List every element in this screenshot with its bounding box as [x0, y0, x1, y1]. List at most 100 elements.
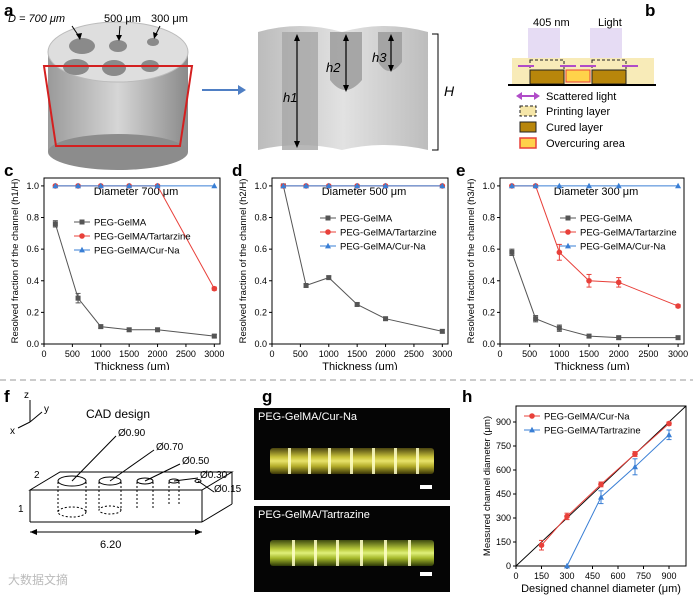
series-peg-gelma [509, 248, 681, 341]
y-tick-label: 0.6 [26, 244, 39, 254]
legend-marker [79, 233, 85, 239]
legend-marker [529, 413, 535, 419]
series-line [282, 185, 443, 332]
panel-label-b: b [645, 1, 655, 20]
legend-label: PEG-GelMA/Cur-Na [580, 242, 666, 253]
scale-bar [420, 485, 432, 489]
y-tick-label: 0.0 [26, 339, 39, 349]
x-tick-label: 3000 [668, 349, 688, 359]
data-point [586, 333, 592, 339]
series-line [54, 223, 215, 337]
legend-entry: PEG-GelMA/Cur-Na [524, 412, 630, 423]
dim-width: 2 [34, 470, 40, 481]
data-point [280, 182, 287, 189]
data-point [556, 249, 563, 256]
panel-label-e: e [456, 161, 465, 180]
chart-title: Diameter 300 μm [554, 186, 639, 198]
x-tick-label: 900 [661, 571, 676, 581]
legend-overcuring-area: Overcuring area [546, 138, 626, 150]
x-axis-label: Thickness (μm) [554, 361, 629, 370]
legend-marker [565, 242, 571, 249]
cad-title: CAD design [86, 407, 150, 421]
hole-500 [109, 40, 127, 52]
data-point [666, 431, 672, 438]
y-axis-label: Measured channel diameter (μm) [482, 416, 493, 556]
dim-0.30: Ø0.30 [200, 470, 228, 481]
data-point [211, 285, 218, 292]
axis-y-label: y [44, 404, 49, 415]
panel-label-h: h [462, 387, 472, 406]
chart-d: 0 500 1000 1500 2000 2500 3000 0.0 0.2 0.4 0.6 0.8 1… [238, 177, 452, 370]
series-peg-gelma-cur-na [280, 182, 446, 189]
y-axis-label: Resolved fraction of the channel (h2/H) [238, 179, 249, 344]
y-axis-label: Resolved fraction of the channel (h1/H) [10, 179, 21, 344]
legend-entry: PEG-GelMA/Tartrazine [524, 426, 641, 437]
legend-marker [565, 229, 571, 235]
data-point [439, 328, 445, 334]
data-point [675, 335, 681, 341]
watermark: 大数据文摘 [8, 572, 68, 587]
x-tick-label: 600 [610, 571, 625, 581]
series-line [511, 252, 679, 339]
y-tick-label: 0.6 [254, 244, 267, 254]
y-tick-label: 600 [496, 465, 511, 475]
dim-0.90: Ø0.90 [118, 428, 146, 439]
data-point [666, 420, 672, 427]
data-point [586, 277, 592, 284]
h1-label: h1 [283, 90, 297, 105]
plot-frame [515, 405, 687, 567]
x-tick-label: 0 [497, 349, 502, 359]
legend-entry: PEG-GelMA/Tartarzine [74, 232, 191, 243]
legend-entry: PEG-GelMA/Cur-Na [320, 242, 426, 253]
data-point [75, 182, 82, 189]
panel-f-cad: z y x CAD design Ø0.90 [10, 390, 242, 551]
legend-marker [565, 215, 571, 221]
data-point [509, 249, 515, 255]
legend-swatch-overcuring [519, 137, 537, 149]
y-tick-label: 0.4 [254, 276, 267, 286]
legend-label: PEG-GelMA/Cur-Na [94, 246, 180, 257]
data-point [126, 182, 133, 189]
legend-entry: PEG-GelMA/Tartarzine [320, 228, 437, 239]
printed-strip-curna [270, 448, 434, 474]
y-tick-label: 0 [506, 561, 511, 571]
data-point [97, 182, 104, 189]
data-point [532, 182, 539, 189]
series-peg-gelma [280, 183, 445, 334]
series-peg-gelma-tartrazine [564, 429, 672, 569]
x-axis-label: Thickness (μm) [322, 361, 397, 370]
data-point [538, 542, 545, 548]
plot-frame [499, 177, 685, 345]
plot-frame [271, 177, 449, 345]
data-point [556, 182, 563, 189]
panel-a-cross-section: h1 h2 h3 H [258, 26, 455, 151]
x-axis-label: Designed channel diameter (μm) [521, 583, 681, 595]
plot-frame [43, 177, 221, 345]
x-tick-label: 500 [293, 349, 308, 359]
photo-tartrazine: PEG-GelMA/Tartrazine [254, 506, 450, 592]
light-label: Light [598, 17, 622, 29]
hole-300 [147, 38, 159, 46]
x-tick-label: 2500 [638, 349, 658, 359]
series-line [566, 434, 670, 567]
x-tick-label: 3000 [204, 349, 224, 359]
dim-0.70: Ø0.70 [156, 442, 184, 453]
legend-swatch-printing [519, 105, 537, 117]
x-tick-label: 450 [585, 571, 600, 581]
data-point [383, 316, 389, 322]
y-tick-label: 150 [496, 537, 511, 547]
x-tick-label: 1000 [319, 349, 339, 359]
legend-cured-layer: Cured layer [546, 122, 603, 134]
legend-entry: PEG-GelMA/Tartarzine [560, 228, 677, 239]
data-point [354, 301, 360, 307]
dim-height: 1 [18, 504, 24, 515]
legend-marker [325, 229, 331, 235]
data-point [126, 327, 132, 333]
h3-label: h3 [372, 50, 387, 65]
data-point [439, 182, 446, 189]
photo-curna-label: PEG-GelMA/Cur-Na [258, 411, 358, 423]
data-point [615, 279, 622, 286]
H-label: H [444, 83, 455, 99]
data-point [616, 335, 622, 341]
